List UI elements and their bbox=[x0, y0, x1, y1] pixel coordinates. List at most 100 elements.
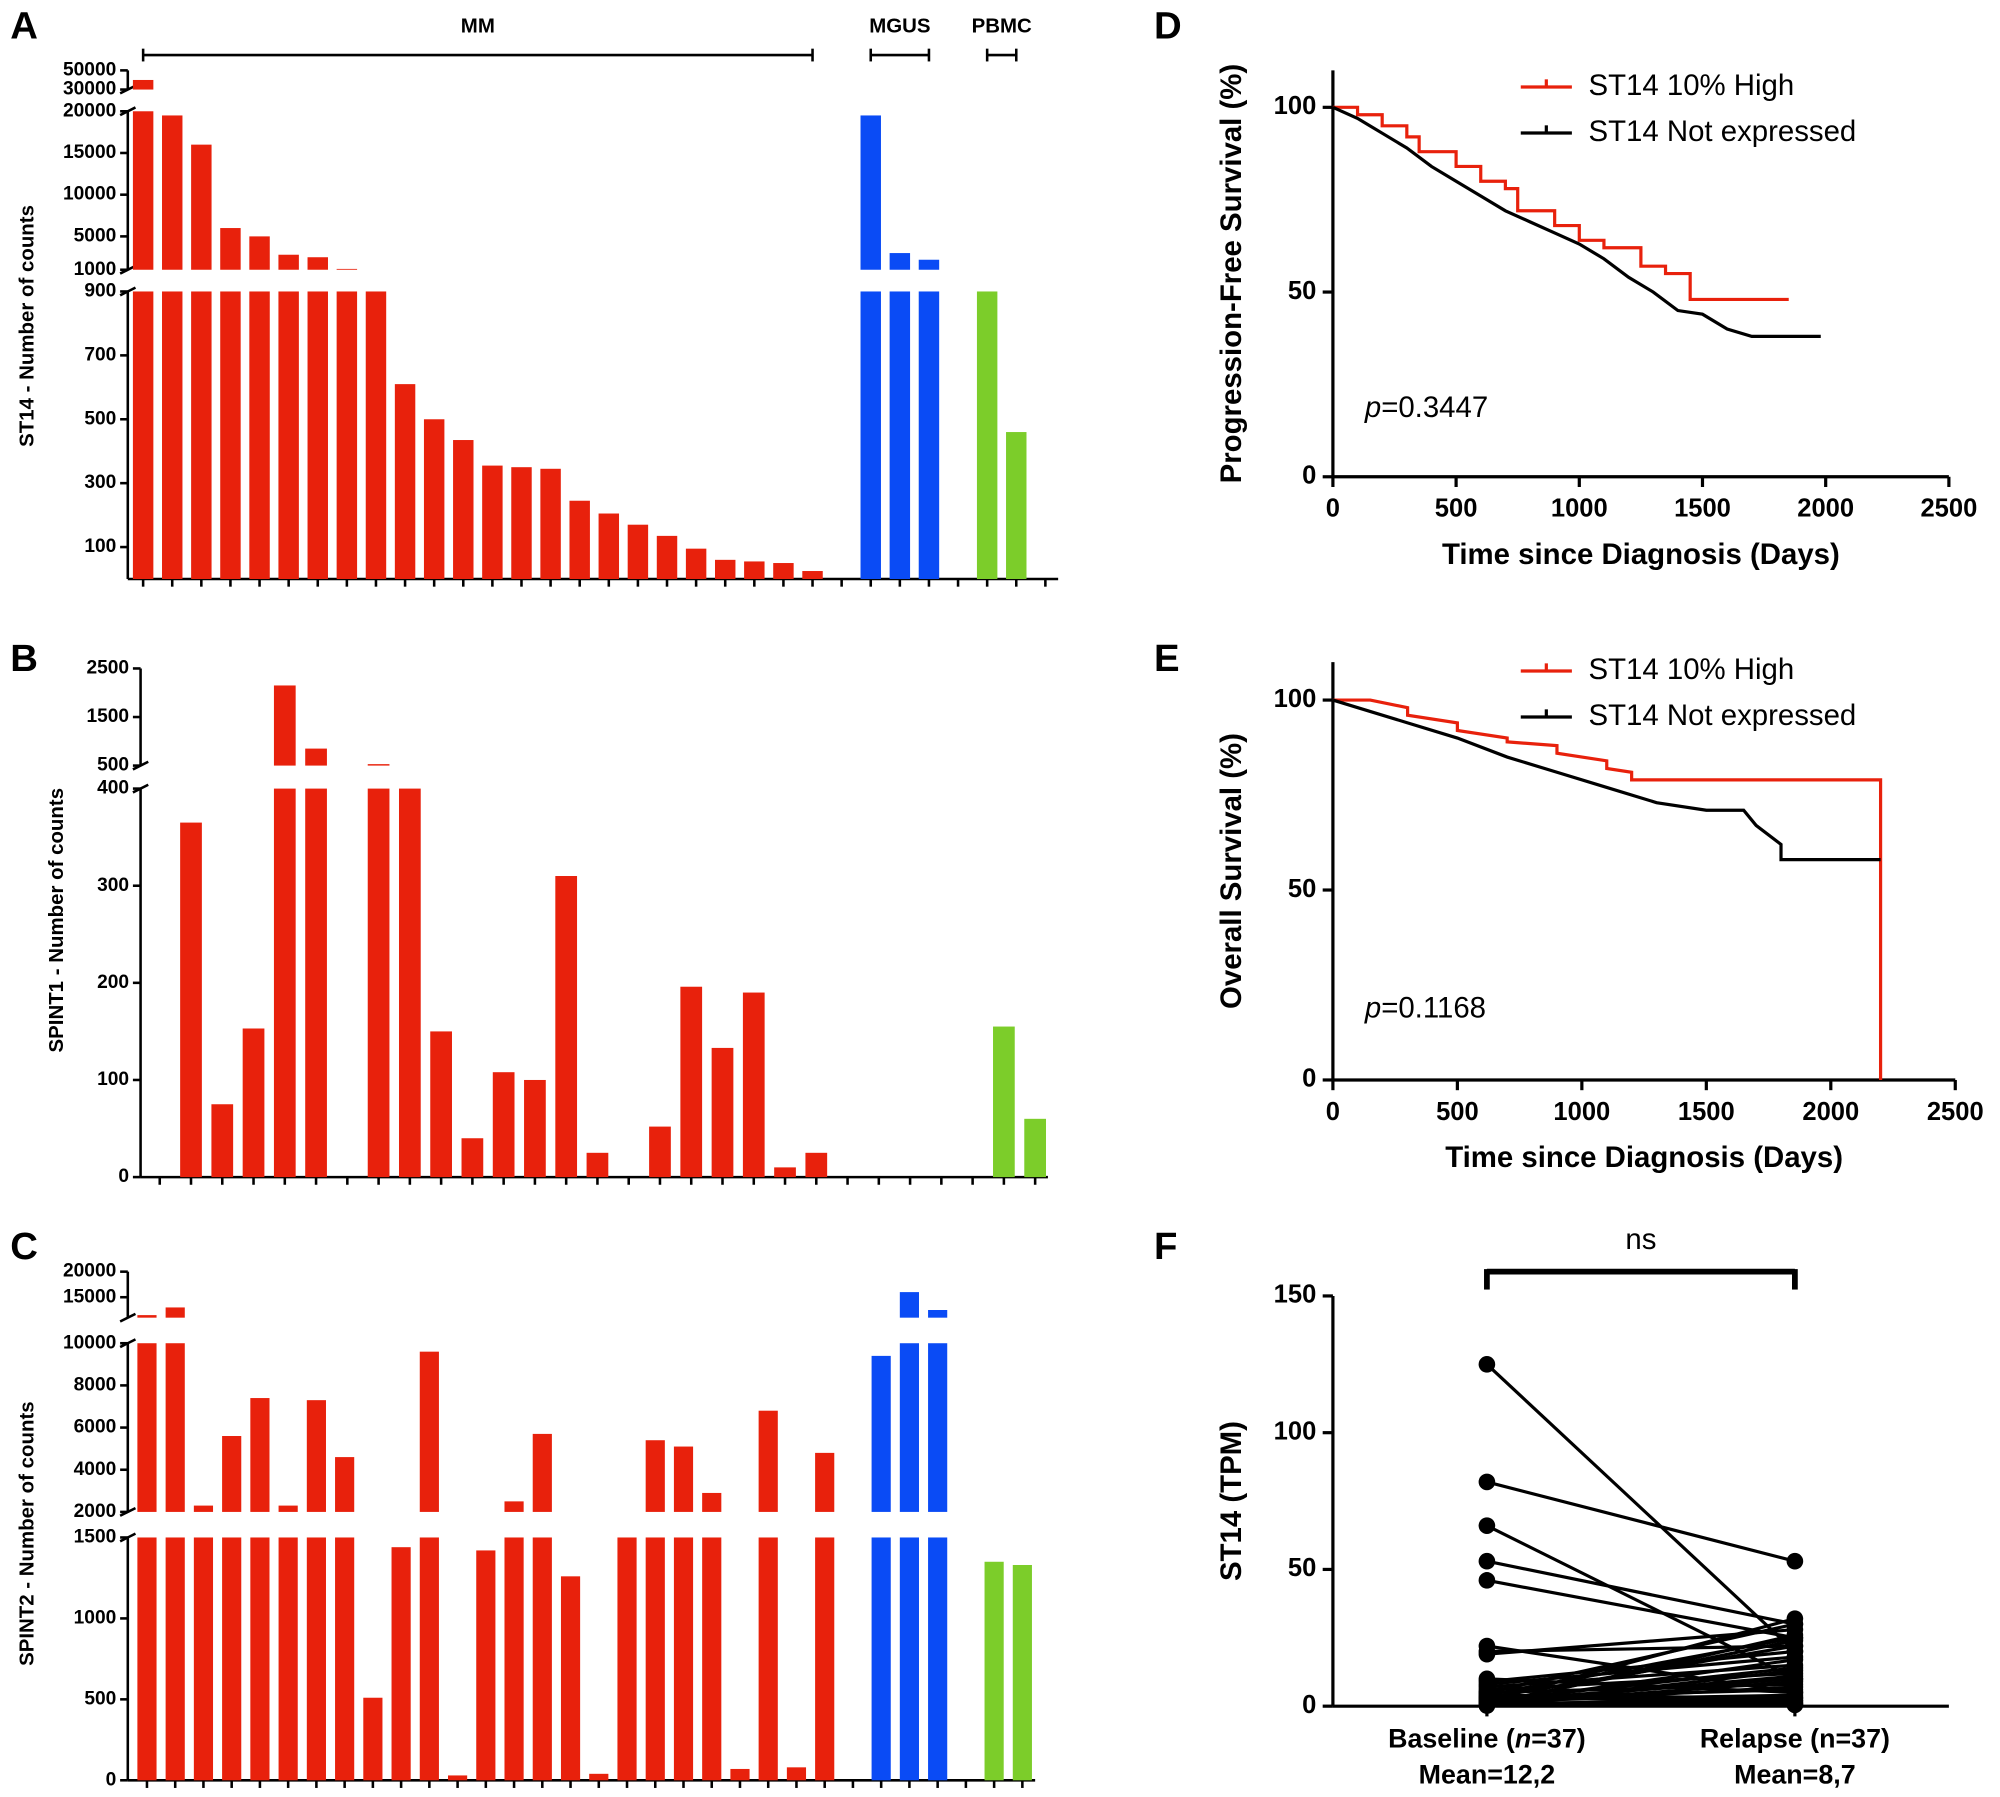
x-tick-label: 1500 bbox=[1678, 1098, 1735, 1126]
y-tick-label: 1500 bbox=[86, 706, 129, 727]
bar bbox=[649, 1126, 671, 1178]
pair-line bbox=[1486, 1578, 1796, 1640]
pair-line bbox=[1486, 1633, 1796, 1707]
y-tick-label: 0 bbox=[106, 1769, 117, 1790]
bar bbox=[162, 115, 183, 270]
point bbox=[1478, 1572, 1496, 1589]
bar bbox=[222, 1436, 242, 1512]
bar bbox=[645, 1440, 665, 1512]
bar bbox=[249, 291, 270, 580]
bar bbox=[786, 1767, 807, 1781]
bar bbox=[589, 1773, 609, 1781]
bar bbox=[730, 1768, 750, 1781]
y-axis-label: SPINT2 - Number of counts bbox=[16, 1401, 39, 1666]
legend-label: ST14 Not expressed bbox=[1588, 115, 1856, 148]
y-tick-label: 15000 bbox=[63, 1286, 116, 1307]
bar bbox=[569, 500, 590, 580]
bar bbox=[899, 1292, 919, 1318]
point bbox=[1786, 1552, 1804, 1570]
group-label: PBMC bbox=[972, 14, 1032, 37]
bar bbox=[673, 1446, 694, 1512]
y-tick-label: 50000 bbox=[63, 59, 116, 80]
panel-letter: F bbox=[1154, 1225, 1177, 1268]
bar bbox=[391, 1547, 411, 1781]
x-tick-label-part: Baseline ( bbox=[1388, 1724, 1515, 1754]
bar bbox=[306, 1537, 326, 1781]
bar bbox=[365, 291, 387, 580]
y-tick-label: 5000 bbox=[74, 225, 117, 246]
y-tick-label: 2000 bbox=[74, 1501, 117, 1522]
point bbox=[1786, 1610, 1804, 1627]
y-tick-label: 15000 bbox=[63, 142, 116, 163]
bar bbox=[220, 228, 241, 270]
y-tick-label: 700 bbox=[84, 344, 116, 365]
pair-line bbox=[1486, 1663, 1796, 1689]
significance-label: ns bbox=[1625, 1223, 1656, 1256]
y-tick-label: 6000 bbox=[74, 1417, 117, 1438]
y-tick-label: 300 bbox=[84, 472, 116, 493]
bar bbox=[137, 1537, 157, 1781]
bar bbox=[860, 115, 881, 270]
panel-letter: A bbox=[10, 4, 38, 47]
y-tick-label: 50 bbox=[1288, 1554, 1316, 1582]
bar bbox=[928, 1310, 948, 1318]
bar bbox=[336, 291, 358, 580]
y-tick-label: 0 bbox=[1302, 1065, 1316, 1093]
y-tick-label: 1000 bbox=[74, 259, 117, 280]
bar bbox=[617, 1537, 637, 1781]
group-label: MGUS bbox=[869, 14, 930, 37]
bar bbox=[191, 144, 212, 270]
bar bbox=[680, 986, 703, 1178]
x-tick-label-part: =37) bbox=[1531, 1724, 1585, 1754]
y-tick-label: 500 bbox=[97, 755, 129, 776]
y-tick-label: 300 bbox=[97, 875, 129, 896]
pair-line bbox=[1485, 1363, 1796, 1653]
bar bbox=[532, 1433, 552, 1512]
annotation: p=0.1168 bbox=[1364, 991, 1486, 1024]
bar bbox=[1006, 432, 1027, 580]
bar bbox=[744, 561, 765, 580]
y-axis-label: SPINT1 - Number of counts bbox=[45, 788, 68, 1053]
bar bbox=[220, 291, 241, 580]
bar bbox=[137, 1343, 157, 1512]
x-tick-label: 500 bbox=[1436, 1098, 1479, 1126]
legend-label: ST14 Not expressed bbox=[1588, 699, 1856, 732]
pair-line bbox=[1486, 1669, 1796, 1708]
y-tick-label: 150 bbox=[1274, 1281, 1317, 1309]
x-tick-label: Relapse (n=37) bbox=[1700, 1724, 1890, 1754]
survival-curve bbox=[1332, 105, 1789, 302]
point bbox=[1478, 1356, 1496, 1373]
x-tick-label-part: Mean=12,2 bbox=[1419, 1760, 1555, 1790]
axis-break bbox=[119, 1532, 137, 1543]
point bbox=[1478, 1473, 1496, 1491]
x-tick-label: 0 bbox=[1326, 1098, 1340, 1126]
annotation-part: p bbox=[1364, 991, 1381, 1024]
bar bbox=[928, 1537, 948, 1781]
legend-label: ST14 10% High bbox=[1588, 69, 1794, 102]
bar bbox=[918, 291, 940, 580]
bar bbox=[193, 1505, 214, 1512]
bar bbox=[430, 1031, 452, 1178]
y-axis-label: ST14 (TPM) bbox=[1215, 1421, 1248, 1581]
panel-letter: C bbox=[10, 1225, 38, 1268]
y-tick-label: 10000 bbox=[63, 1332, 116, 1353]
bar bbox=[627, 524, 649, 580]
bar bbox=[889, 253, 911, 270]
x-tick-label: Mean=8,7 bbox=[1734, 1760, 1856, 1790]
y-tick-label: 100 bbox=[1274, 1417, 1317, 1445]
bar bbox=[984, 1561, 1004, 1781]
bar bbox=[222, 1537, 242, 1781]
x-tick-label: Baseline (n=37) bbox=[1388, 1724, 1586, 1754]
x-tick-label: 1000 bbox=[1551, 495, 1608, 523]
bar bbox=[476, 1550, 496, 1781]
bar bbox=[191, 291, 212, 580]
bar bbox=[702, 1492, 722, 1512]
x-tick-label: 1000 bbox=[1553, 1098, 1610, 1126]
bar bbox=[555, 876, 578, 1178]
y-tick-label: 500 bbox=[84, 408, 116, 429]
panel-letter: B bbox=[10, 637, 38, 680]
bar bbox=[540, 468, 561, 580]
point bbox=[1786, 1662, 1804, 1679]
bar bbox=[993, 1026, 1015, 1178]
